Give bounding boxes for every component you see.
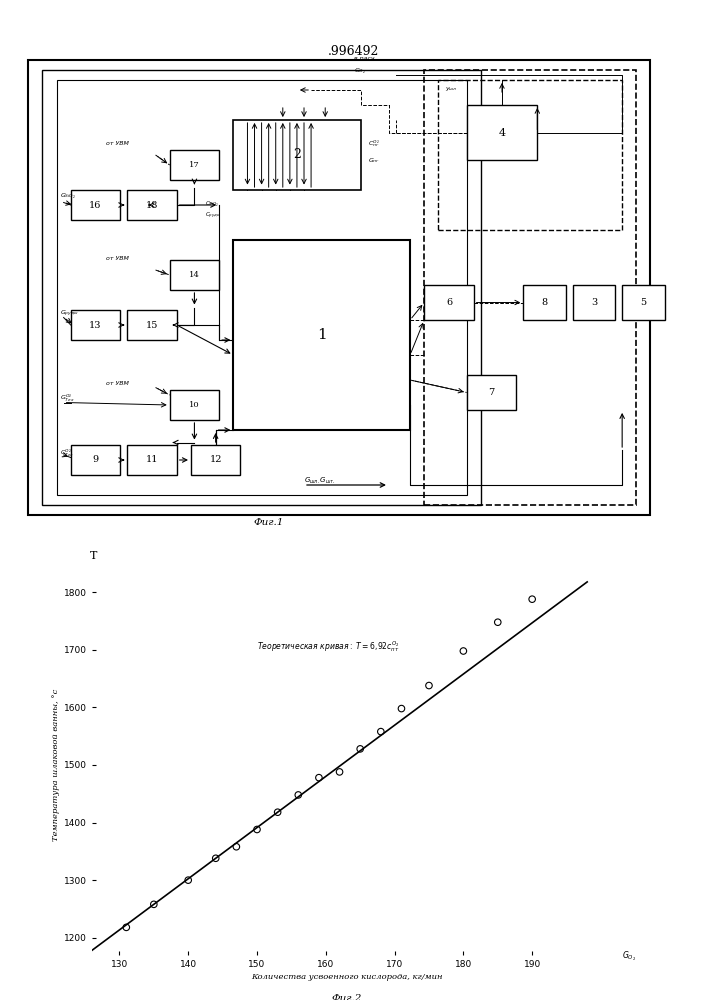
Point <box>210 850 221 866</box>
Text: .996492: .996492 <box>328 45 379 58</box>
Text: $C_{руды}$: $C_{руды}$ <box>205 211 221 221</box>
Text: 4: 4 <box>498 127 506 137</box>
Bar <box>71 310 120 340</box>
Bar <box>467 375 516 410</box>
Bar <box>573 285 615 320</box>
Text: 7: 7 <box>489 388 494 397</box>
Bar <box>523 285 566 320</box>
Text: 10: 10 <box>189 401 200 409</box>
Text: 12: 12 <box>209 456 222 464</box>
Point <box>230 839 242 855</box>
Text: 3: 3 <box>591 298 597 307</box>
Point <box>252 821 263 837</box>
Text: $G_{руды}$: $G_{руды}$ <box>60 309 78 319</box>
Bar <box>71 190 120 220</box>
Text: $C_{{SiO_2}}$: $C_{{SiO_2}}$ <box>205 199 219 209</box>
Text: $G^{O_2}_{Tех}$: $G^{O_2}_{Tех}$ <box>60 392 75 404</box>
Text: 14: 14 <box>189 271 200 279</box>
Text: $C^{O_2}_{Tех}$: $C^{O_2}_{Tех}$ <box>60 447 74 459</box>
Text: 9: 9 <box>93 456 98 464</box>
Text: 6: 6 <box>446 298 452 307</box>
Point <box>457 643 469 659</box>
Point <box>121 919 132 935</box>
Point <box>334 764 345 780</box>
Bar <box>28 60 650 515</box>
Bar <box>71 445 120 475</box>
Bar <box>170 390 219 420</box>
Bar <box>170 150 219 180</box>
X-axis label: Количества усвоенного кислорода, кг/мин: Количества усвоенного кислорода, кг/мин <box>251 973 442 981</box>
Bar <box>191 445 240 475</box>
Text: T: T <box>90 551 98 561</box>
Text: $G_{O_2}$: $G_{O_2}$ <box>354 66 366 76</box>
Text: 1: 1 <box>317 328 327 342</box>
Point <box>182 872 194 888</box>
Text: от УВМ: от УВМ <box>106 381 129 386</box>
Text: $G_{шл.} G_{шт.}$: $G_{шл.} G_{шт.}$ <box>304 476 336 486</box>
Text: Фиг.2: Фиг.2 <box>332 994 361 1000</box>
Text: в расч: в расч <box>354 56 374 61</box>
Text: 2: 2 <box>293 148 301 161</box>
Point <box>293 787 304 803</box>
Point <box>375 724 387 740</box>
Point <box>272 804 284 820</box>
Text: 15: 15 <box>146 320 158 330</box>
Text: 16: 16 <box>89 200 102 210</box>
Bar <box>127 445 177 475</box>
Y-axis label: Температура шлаковой ванны, °с: Температура шлаковой ванны, °с <box>52 689 60 841</box>
Text: от УВМ: от УВМ <box>106 141 129 146</box>
Bar <box>57 80 467 495</box>
Bar <box>170 260 219 290</box>
Bar <box>233 120 361 190</box>
Text: $\it{Теоретическая\ кривая:\ Т=6{,}92с^{O_2}_{пт}}$: $\it{Теоретическая\ кривая:\ Т=6{,}92с^{… <box>257 639 399 654</box>
Text: 13: 13 <box>89 320 102 330</box>
Bar <box>233 240 410 430</box>
Text: $G_{O_2}$: $G_{O_2}$ <box>621 949 636 963</box>
Text: 17: 17 <box>189 161 200 169</box>
Text: $G_{{SiO_2}}$: $G_{{SiO_2}}$ <box>60 192 76 201</box>
Point <box>148 896 160 912</box>
Bar <box>622 285 665 320</box>
Text: 11: 11 <box>146 456 158 464</box>
Point <box>354 741 366 757</box>
Bar <box>438 80 622 230</box>
Bar <box>127 310 177 340</box>
Bar <box>42 70 481 505</box>
Text: Фиг.1: Фиг.1 <box>254 518 284 527</box>
Bar <box>424 285 474 320</box>
Text: от УВМ: от УВМ <box>106 256 129 261</box>
Text: 5: 5 <box>641 298 646 307</box>
Text: 18: 18 <box>146 200 158 210</box>
Bar <box>127 190 177 220</box>
Text: $C^{O_2}_{пг}$: $C^{O_2}_{пг}$ <box>368 138 380 149</box>
Bar <box>467 105 537 160</box>
Point <box>396 701 407 717</box>
Text: $y_{шл}$: $y_{шл}$ <box>445 85 458 93</box>
Point <box>492 614 503 630</box>
Bar <box>424 70 636 505</box>
Text: 8: 8 <box>542 298 547 307</box>
Point <box>527 591 538 607</box>
Point <box>423 678 435 694</box>
Text: $G_{пг}$: $G_{пг}$ <box>368 156 380 165</box>
Point <box>313 770 325 786</box>
